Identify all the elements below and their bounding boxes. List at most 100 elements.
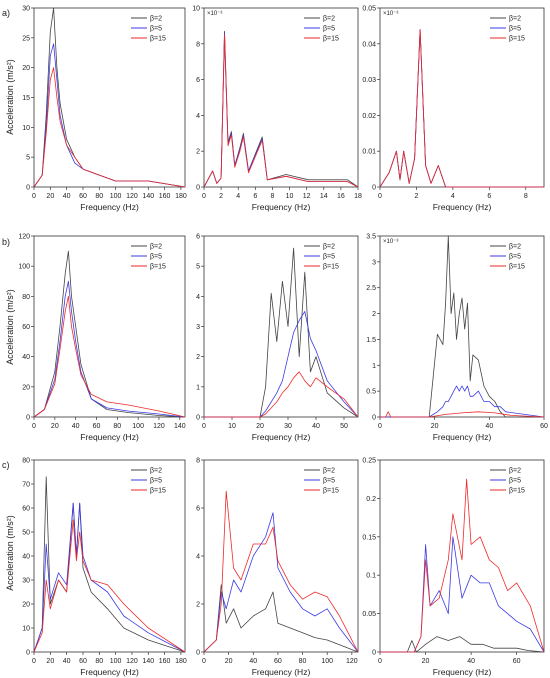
x-axis-label: Frequency (Hz): [433, 667, 492, 677]
series-line-2: [33, 502, 186, 653]
chart-panel-1: 0 2 4 6 8 10 12 14 16 18 0 2 4 6 8 10 ×10⁻³ Frequency (Hz…: [192, 6, 362, 213]
legend-label: β=5: [509, 26, 521, 33]
x-tick-label: 80: [113, 423, 121, 430]
series-line-2: [204, 310, 359, 418]
y-tick-label: 0: [26, 185, 30, 192]
y-tick-label: 0: [372, 185, 376, 192]
y-tick-label: 0.15: [362, 534, 376, 541]
y-tick-label: 10: [22, 125, 30, 132]
x-tick-label: 180: [175, 193, 187, 200]
y-tick-label: 2: [372, 311, 376, 318]
x-axis-label: Frequency (Hz): [80, 667, 139, 677]
x-tick-label: 40: [467, 658, 475, 665]
chart-panel-8: 0 20 40 60 0 0.05 0.1 0.15 0.2 0.25 Frequency (Hz)…: [362, 458, 545, 677]
y-tick-label: 80: [22, 294, 30, 301]
ylabel-row-b: Acceleration (m/s²): [5, 289, 15, 365]
x-tick-label: 20: [51, 423, 59, 430]
x-tick-label: 8: [270, 193, 274, 200]
y-tick-label: 3: [372, 259, 376, 266]
legend-label: β=5: [509, 254, 521, 261]
legend-label: β=2: [509, 16, 521, 23]
series-line-3: [379, 29, 544, 188]
y-tick-label: 2.5: [366, 285, 376, 292]
x-tick-label: 40: [63, 193, 71, 200]
y-tick-label: 0: [26, 650, 30, 657]
x-tick-label: 30: [284, 423, 292, 430]
y-tick-label: 40: [22, 354, 30, 361]
x-tick-label: 12: [303, 193, 311, 200]
y-tick-label: 8: [196, 41, 200, 48]
row-label-b: b): [2, 237, 10, 247]
legend-label: β=5: [150, 26, 162, 33]
series-line-3: [204, 371, 359, 418]
x-tick-label: 10: [228, 423, 236, 430]
x-tick-label: 60: [93, 423, 101, 430]
axis-multiplier: ×10⁻³: [383, 239, 398, 245]
chart-panel-0: 0 20 40 60 80 100 120 140 160 180 0 5 10 15 20 25 30 Freq…: [22, 6, 187, 213]
x-tick-label: 100: [110, 193, 122, 200]
x-tick-label: 100: [321, 658, 333, 665]
x-tick-label: 0: [202, 423, 206, 430]
x-tick-label: 120: [153, 423, 165, 430]
series-line-3: [33, 295, 186, 418]
y-tick-label: 20: [22, 65, 30, 72]
x-tick-label: 0: [32, 658, 36, 665]
ylabel-row-a: Acceleration (m/s²): [5, 59, 15, 135]
y-tick-label: 0: [26, 415, 30, 422]
x-tick-label: 6: [253, 193, 257, 200]
series-line-1: [379, 29, 544, 188]
y-tick-label: 15: [22, 95, 30, 102]
y-tick-label: 2: [196, 354, 200, 361]
series-line-1: [33, 476, 186, 653]
x-tick-label: 60: [540, 423, 548, 430]
x-tick-label: 40: [312, 423, 320, 430]
y-tick-label: 6: [196, 506, 200, 513]
series-line-3: [203, 490, 359, 653]
series-line-1: [33, 250, 186, 418]
y-tick-label: 2: [196, 602, 200, 609]
x-tick-label: 80: [95, 658, 103, 665]
x-tick-label: 40: [63, 658, 71, 665]
legend-label: β=2: [150, 16, 162, 23]
legend-label: β=2: [509, 468, 521, 475]
legend-label: β=5: [323, 26, 335, 33]
x-tick-label: 180: [175, 658, 187, 665]
x-tick-label: 14: [320, 193, 328, 200]
y-tick-label: 2: [196, 149, 200, 156]
y-tick-label: 20: [22, 384, 30, 391]
chart-panel-4: 0 10 20 30 40 50 0 1 2 3 4 5 6 Frequency (Hz) β=2 β=5 β=…: [196, 234, 359, 442]
legend-label: β=5: [150, 254, 162, 261]
x-tick-label: 0: [32, 423, 36, 430]
y-tick-label: 4: [196, 113, 200, 120]
series-line-2: [380, 536, 545, 653]
ylabel-row-c: Acceleration (m/s²): [5, 515, 15, 591]
chart-panel-2: 0 2 4 6 8 0 0.01 0.02 0.03 0.04 0.05 ×10⁻³ Frequency…: [362, 6, 545, 212]
y-tick-label: 70: [22, 482, 30, 489]
chart-panel-6: 0 20 40 60 80 100 120 140 160 180 0 10 20 30 40 50 60 70 8…: [22, 458, 187, 678]
y-tick-label: 4: [196, 294, 200, 301]
x-tick-label: 60: [274, 658, 282, 665]
legend-label: β=2: [509, 244, 521, 251]
legend-label: β=2: [323, 244, 335, 251]
x-tick-label: 40: [485, 423, 493, 430]
x-tick-label: 8: [524, 193, 528, 200]
x-tick-label: 160: [159, 658, 171, 665]
chart-panel-5: 0 20 40 60 0 0.5 1 1.5 2 2.5 3 3.5 ×10⁻³ Frequency (H…: [366, 234, 548, 443]
x-tick-label: 0: [202, 658, 206, 665]
x-tick-label: 20: [422, 658, 430, 665]
x-axis-label: Frequency (Hz): [80, 202, 139, 212]
legend-label: β=2: [323, 16, 335, 23]
x-tick-label: 80: [95, 193, 103, 200]
y-tick-label: 20: [22, 602, 30, 609]
series-line-1: [380, 235, 544, 418]
y-tick-label: 0: [372, 650, 376, 657]
legend-label: β=15: [323, 36, 339, 43]
x-axis-label: Frequency (Hz): [252, 667, 311, 677]
y-tick-label: 0.05: [362, 6, 376, 13]
x-tick-label: 160: [159, 193, 171, 200]
x-axis-label: Frequency (Hz): [433, 432, 492, 442]
x-axis-label: Frequency (Hz): [252, 432, 311, 442]
series-line-1: [204, 247, 359, 418]
y-tick-label: 3.5: [366, 234, 376, 241]
